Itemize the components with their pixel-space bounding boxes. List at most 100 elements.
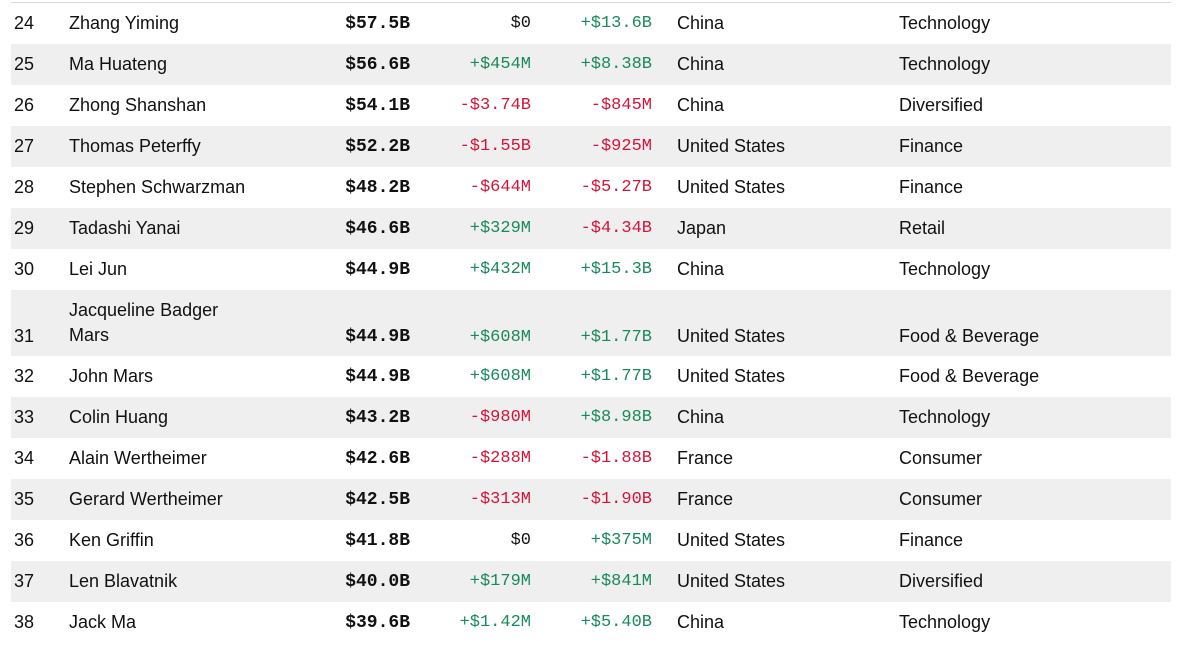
- last-change-cell: -$3.74B: [459, 96, 531, 115]
- last-change-cell: +$608M: [469, 367, 531, 386]
- ytd-change-cell: +$8.38B: [580, 55, 652, 74]
- table-top-divider: [11, 2, 1171, 3]
- net-worth-cell: $43.2B: [345, 407, 410, 428]
- net-worth-cell: $42.5B: [345, 489, 410, 510]
- last-change-cell: -$1.55B: [459, 137, 531, 156]
- rank-cell: 32: [14, 366, 35, 386]
- table-row[interactable]: 24 Zhang Yiming $57.5B $0 +$13.6B China …: [11, 3, 1171, 44]
- table-row[interactable]: 30 Lei Jun $44.9B +$432M +$15.3B China T…: [11, 249, 1171, 290]
- country-cell: United States: [677, 136, 786, 156]
- name-link[interactable]: Colin Huang: [69, 407, 169, 427]
- last-change-cell: -$313M: [469, 490, 531, 509]
- net-worth-cell: $52.2B: [345, 136, 410, 157]
- ytd-change-cell: -$4.34B: [580, 219, 652, 238]
- last-change-cell: +$608M: [469, 328, 531, 347]
- rank-cell: 29: [14, 218, 35, 238]
- last-change-cell: -$980M: [469, 408, 531, 427]
- name-link[interactable]: Jacqueline Badger Mars: [69, 300, 219, 345]
- country-cell: China: [677, 95, 725, 115]
- ytd-change-cell: +$1.77B: [580, 328, 652, 347]
- country-cell: United States: [677, 326, 786, 346]
- country-cell: China: [677, 54, 725, 74]
- net-worth-cell: $39.6B: [345, 612, 410, 633]
- last-change-cell: +$179M: [469, 572, 531, 591]
- rank-cell: 30: [14, 259, 35, 279]
- net-worth-cell: $46.6B: [345, 218, 410, 239]
- name-link[interactable]: Lei Jun: [69, 259, 128, 279]
- ytd-change-cell: +$13.6B: [580, 14, 652, 33]
- ytd-change-cell: -$1.88B: [580, 449, 652, 468]
- industry-cell: Consumer: [899, 489, 983, 509]
- net-worth-cell: $48.2B: [345, 177, 410, 198]
- country-cell: France: [677, 448, 734, 468]
- billionaires-table: 24 Zhang Yiming $57.5B $0 +$13.6B China …: [11, 3, 1171, 643]
- name-link[interactable]: Zhong Shanshan: [69, 95, 207, 115]
- net-worth-cell: $56.6B: [345, 54, 410, 75]
- country-cell: United States: [677, 177, 786, 197]
- ytd-change-cell: +$8.98B: [580, 408, 652, 427]
- industry-cell: Diversified: [899, 571, 984, 591]
- rank-cell: 24: [14, 13, 35, 33]
- table-row[interactable]: 35 Gerard Wertheimer $42.5B -$313M -$1.9…: [11, 479, 1171, 520]
- rank-cell: 27: [14, 136, 35, 156]
- table-row[interactable]: 38 Jack Ma $39.6B +$1.42M +$5.40B China …: [11, 602, 1171, 643]
- last-change-cell: +$1.42M: [459, 613, 531, 632]
- ytd-change-cell: -$5.27B: [580, 178, 652, 197]
- net-worth-cell: $57.5B: [345, 13, 410, 34]
- name-link[interactable]: Tadashi Yanai: [69, 218, 181, 238]
- rank-cell: 31: [14, 326, 35, 346]
- industry-cell: Consumer: [899, 448, 983, 468]
- industry-cell: Food & Beverage: [899, 366, 1040, 386]
- last-change-cell: $0: [510, 14, 531, 33]
- table-row[interactable]: 37 Len Blavatnik $40.0B +$179M +$841M Un…: [11, 561, 1171, 602]
- table-row[interactable]: 26 Zhong Shanshan $54.1B -$3.74B -$845M …: [11, 85, 1171, 126]
- rank-cell: 26: [14, 95, 35, 115]
- ytd-change-cell: +$1.77B: [580, 367, 652, 386]
- name-link[interactable]: Gerard Wertheimer: [69, 489, 223, 509]
- rank-cell: 28: [14, 177, 35, 197]
- last-change-cell: +$454M: [469, 55, 531, 74]
- last-change-cell: -$288M: [469, 449, 531, 468]
- rank-cell: 37: [14, 571, 35, 591]
- net-worth-cell: $41.8B: [345, 530, 410, 551]
- net-worth-cell: $44.9B: [345, 366, 410, 387]
- rank-cell: 36: [14, 530, 35, 550]
- table-row[interactable]: 36 Ken Griffin $41.8B $0 +$375M United S…: [11, 520, 1171, 561]
- ytd-change-cell: +$15.3B: [580, 260, 652, 279]
- industry-cell: Technology: [899, 612, 991, 632]
- industry-cell: Diversified: [899, 95, 984, 115]
- country-cell: China: [677, 407, 725, 427]
- name-link[interactable]: Stephen Schwarzman: [69, 177, 246, 197]
- last-change-cell: -$644M: [469, 178, 531, 197]
- country-cell: United States: [677, 530, 786, 550]
- last-change-cell: +$329M: [469, 219, 531, 238]
- name-link[interactable]: Alain Wertheimer: [69, 448, 207, 468]
- last-change-cell: $0: [510, 531, 531, 550]
- name-link[interactable]: Jack Ma: [69, 612, 137, 632]
- country-cell: Japan: [677, 218, 727, 238]
- table-row[interactable]: 34 Alain Wertheimer $42.6B -$288M -$1.88…: [11, 438, 1171, 479]
- table-row[interactable]: 28 Stephen Schwarzman $48.2B -$644M -$5.…: [11, 167, 1171, 208]
- industry-cell: Food & Beverage: [899, 326, 1040, 346]
- name-link[interactable]: Len Blavatnik: [69, 571, 178, 591]
- name-link[interactable]: Zhang Yiming: [69, 13, 180, 33]
- table-row[interactable]: 32 John Mars $44.9B +$608M +$1.77B Unite…: [11, 356, 1171, 397]
- table-row[interactable]: 27 Thomas Peterffy $52.2B -$1.55B -$925M…: [11, 126, 1171, 167]
- country-cell: China: [677, 259, 725, 279]
- industry-cell: Technology: [899, 407, 991, 427]
- name-link[interactable]: Thomas Peterffy: [69, 136, 201, 156]
- table-row[interactable]: 31 Jacqueline Badger Mars $44.9B +$608M …: [11, 290, 1171, 356]
- name-link[interactable]: Ma Huateng: [69, 54, 168, 74]
- table-row[interactable]: 33 Colin Huang $43.2B -$980M +$8.98B Chi…: [11, 397, 1171, 438]
- country-cell: United States: [677, 571, 786, 591]
- ytd-change-cell: +$841M: [590, 572, 652, 591]
- name-link[interactable]: Ken Griffin: [69, 530, 154, 550]
- rank-cell: 33: [14, 407, 35, 427]
- net-worth-cell: $54.1B: [345, 95, 410, 116]
- industry-cell: Finance: [899, 177, 964, 197]
- table-row[interactable]: 29 Tadashi Yanai $46.6B +$329M -$4.34B J…: [11, 208, 1171, 249]
- ytd-change-cell: +$5.40B: [580, 613, 652, 632]
- table-row[interactable]: 25 Ma Huateng $56.6B +$454M +$8.38B Chin…: [11, 44, 1171, 85]
- name-link[interactable]: John Mars: [69, 366, 154, 386]
- last-change-cell: +$432M: [469, 260, 531, 279]
